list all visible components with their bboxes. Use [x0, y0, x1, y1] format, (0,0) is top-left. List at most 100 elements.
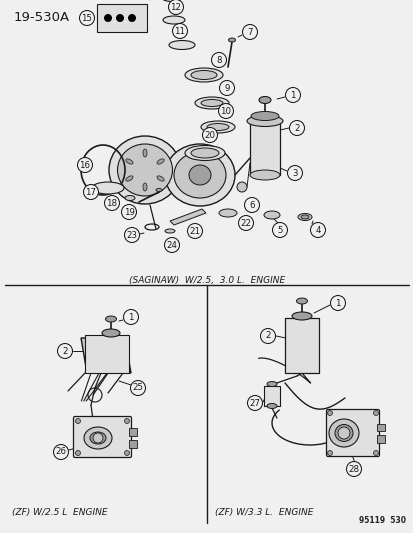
Circle shape — [130, 381, 145, 395]
Circle shape — [172, 23, 187, 38]
Circle shape — [327, 450, 332, 456]
Ellipse shape — [90, 432, 106, 444]
Text: 19: 19 — [123, 207, 134, 216]
Ellipse shape — [190, 148, 218, 158]
Circle shape — [75, 450, 80, 456]
Circle shape — [373, 410, 377, 416]
Ellipse shape — [259, 96, 271, 103]
Bar — [129, 428, 137, 436]
Circle shape — [244, 198, 259, 213]
Ellipse shape — [142, 183, 147, 191]
Ellipse shape — [296, 298, 307, 304]
Text: 95119  530: 95119 530 — [358, 516, 405, 525]
Circle shape — [53, 445, 68, 459]
Ellipse shape — [250, 111, 278, 120]
Text: (SAGINAW)  W/2.5,  3.0 L.  ENGINE: (SAGINAW) W/2.5, 3.0 L. ENGINE — [128, 276, 285, 285]
Bar — [97, 4, 147, 32]
Ellipse shape — [165, 144, 235, 206]
Text: 11: 11 — [174, 27, 185, 36]
Circle shape — [242, 25, 257, 39]
Circle shape — [272, 222, 287, 238]
Text: 20: 20 — [204, 131, 215, 140]
Ellipse shape — [263, 211, 279, 219]
Ellipse shape — [156, 189, 161, 191]
Text: 3: 3 — [292, 168, 297, 177]
Circle shape — [202, 127, 217, 142]
Circle shape — [124, 228, 139, 243]
Bar — [129, 440, 137, 448]
Ellipse shape — [190, 70, 216, 79]
Circle shape — [373, 450, 377, 456]
Ellipse shape — [249, 170, 279, 180]
Circle shape — [346, 462, 361, 477]
Text: 8: 8 — [216, 55, 221, 64]
Ellipse shape — [142, 149, 147, 157]
Text: 22: 22 — [240, 219, 251, 228]
Text: 17: 17 — [85, 188, 96, 197]
Bar — [284, 318, 318, 373]
Circle shape — [285, 87, 300, 102]
Text: 26: 26 — [55, 448, 66, 456]
Circle shape — [124, 450, 129, 456]
Circle shape — [164, 238, 179, 253]
Bar — [249, 120, 279, 175]
Ellipse shape — [157, 176, 164, 181]
Ellipse shape — [266, 403, 276, 408]
Circle shape — [79, 11, 94, 26]
Ellipse shape — [109, 136, 180, 204]
Ellipse shape — [300, 215, 308, 219]
Circle shape — [168, 0, 183, 14]
Text: 4: 4 — [314, 225, 320, 235]
Text: 16: 16 — [79, 160, 90, 169]
Ellipse shape — [201, 100, 223, 107]
Ellipse shape — [328, 419, 358, 447]
Ellipse shape — [163, 16, 185, 24]
Ellipse shape — [173, 152, 225, 198]
Circle shape — [104, 196, 119, 211]
Circle shape — [337, 427, 349, 439]
Ellipse shape — [84, 427, 112, 449]
Ellipse shape — [105, 316, 116, 322]
Text: 5: 5 — [277, 225, 282, 235]
Ellipse shape — [126, 176, 133, 181]
Circle shape — [218, 103, 233, 118]
Text: (ZF) W/3.3 L.  ENGINE: (ZF) W/3.3 L. ENGINE — [214, 508, 313, 518]
Ellipse shape — [189, 165, 211, 185]
Text: 1: 1 — [128, 312, 133, 321]
Text: 2: 2 — [265, 332, 270, 341]
Circle shape — [124, 418, 129, 424]
Circle shape — [75, 418, 80, 424]
Circle shape — [219, 80, 234, 95]
Text: 9: 9 — [224, 84, 229, 93]
Circle shape — [236, 182, 247, 192]
Circle shape — [211, 52, 226, 68]
Ellipse shape — [117, 144, 172, 196]
Ellipse shape — [206, 124, 228, 131]
Ellipse shape — [266, 382, 276, 386]
Circle shape — [93, 433, 103, 443]
Bar — [376, 424, 384, 431]
Circle shape — [310, 222, 325, 238]
Ellipse shape — [165, 229, 175, 233]
Text: 1: 1 — [335, 298, 340, 308]
Circle shape — [128, 14, 136, 22]
Text: (ZF) W/2.5 L  ENGINE: (ZF) W/2.5 L ENGINE — [12, 508, 107, 518]
Text: 27: 27 — [249, 399, 260, 408]
Ellipse shape — [92, 182, 124, 194]
Ellipse shape — [334, 424, 352, 441]
Text: 19-530A: 19-530A — [14, 11, 70, 23]
FancyBboxPatch shape — [74, 416, 131, 457]
Circle shape — [121, 205, 136, 220]
Ellipse shape — [161, 0, 182, 2]
Circle shape — [123, 310, 138, 325]
Circle shape — [287, 166, 302, 181]
Text: 28: 28 — [348, 464, 358, 473]
Circle shape — [116, 14, 124, 22]
Bar — [85, 335, 129, 373]
Text: 21: 21 — [189, 227, 200, 236]
Text: 1: 1 — [290, 91, 295, 100]
Text: 7: 7 — [247, 28, 252, 36]
Ellipse shape — [185, 146, 224, 160]
Ellipse shape — [126, 159, 133, 164]
Polygon shape — [170, 209, 206, 225]
